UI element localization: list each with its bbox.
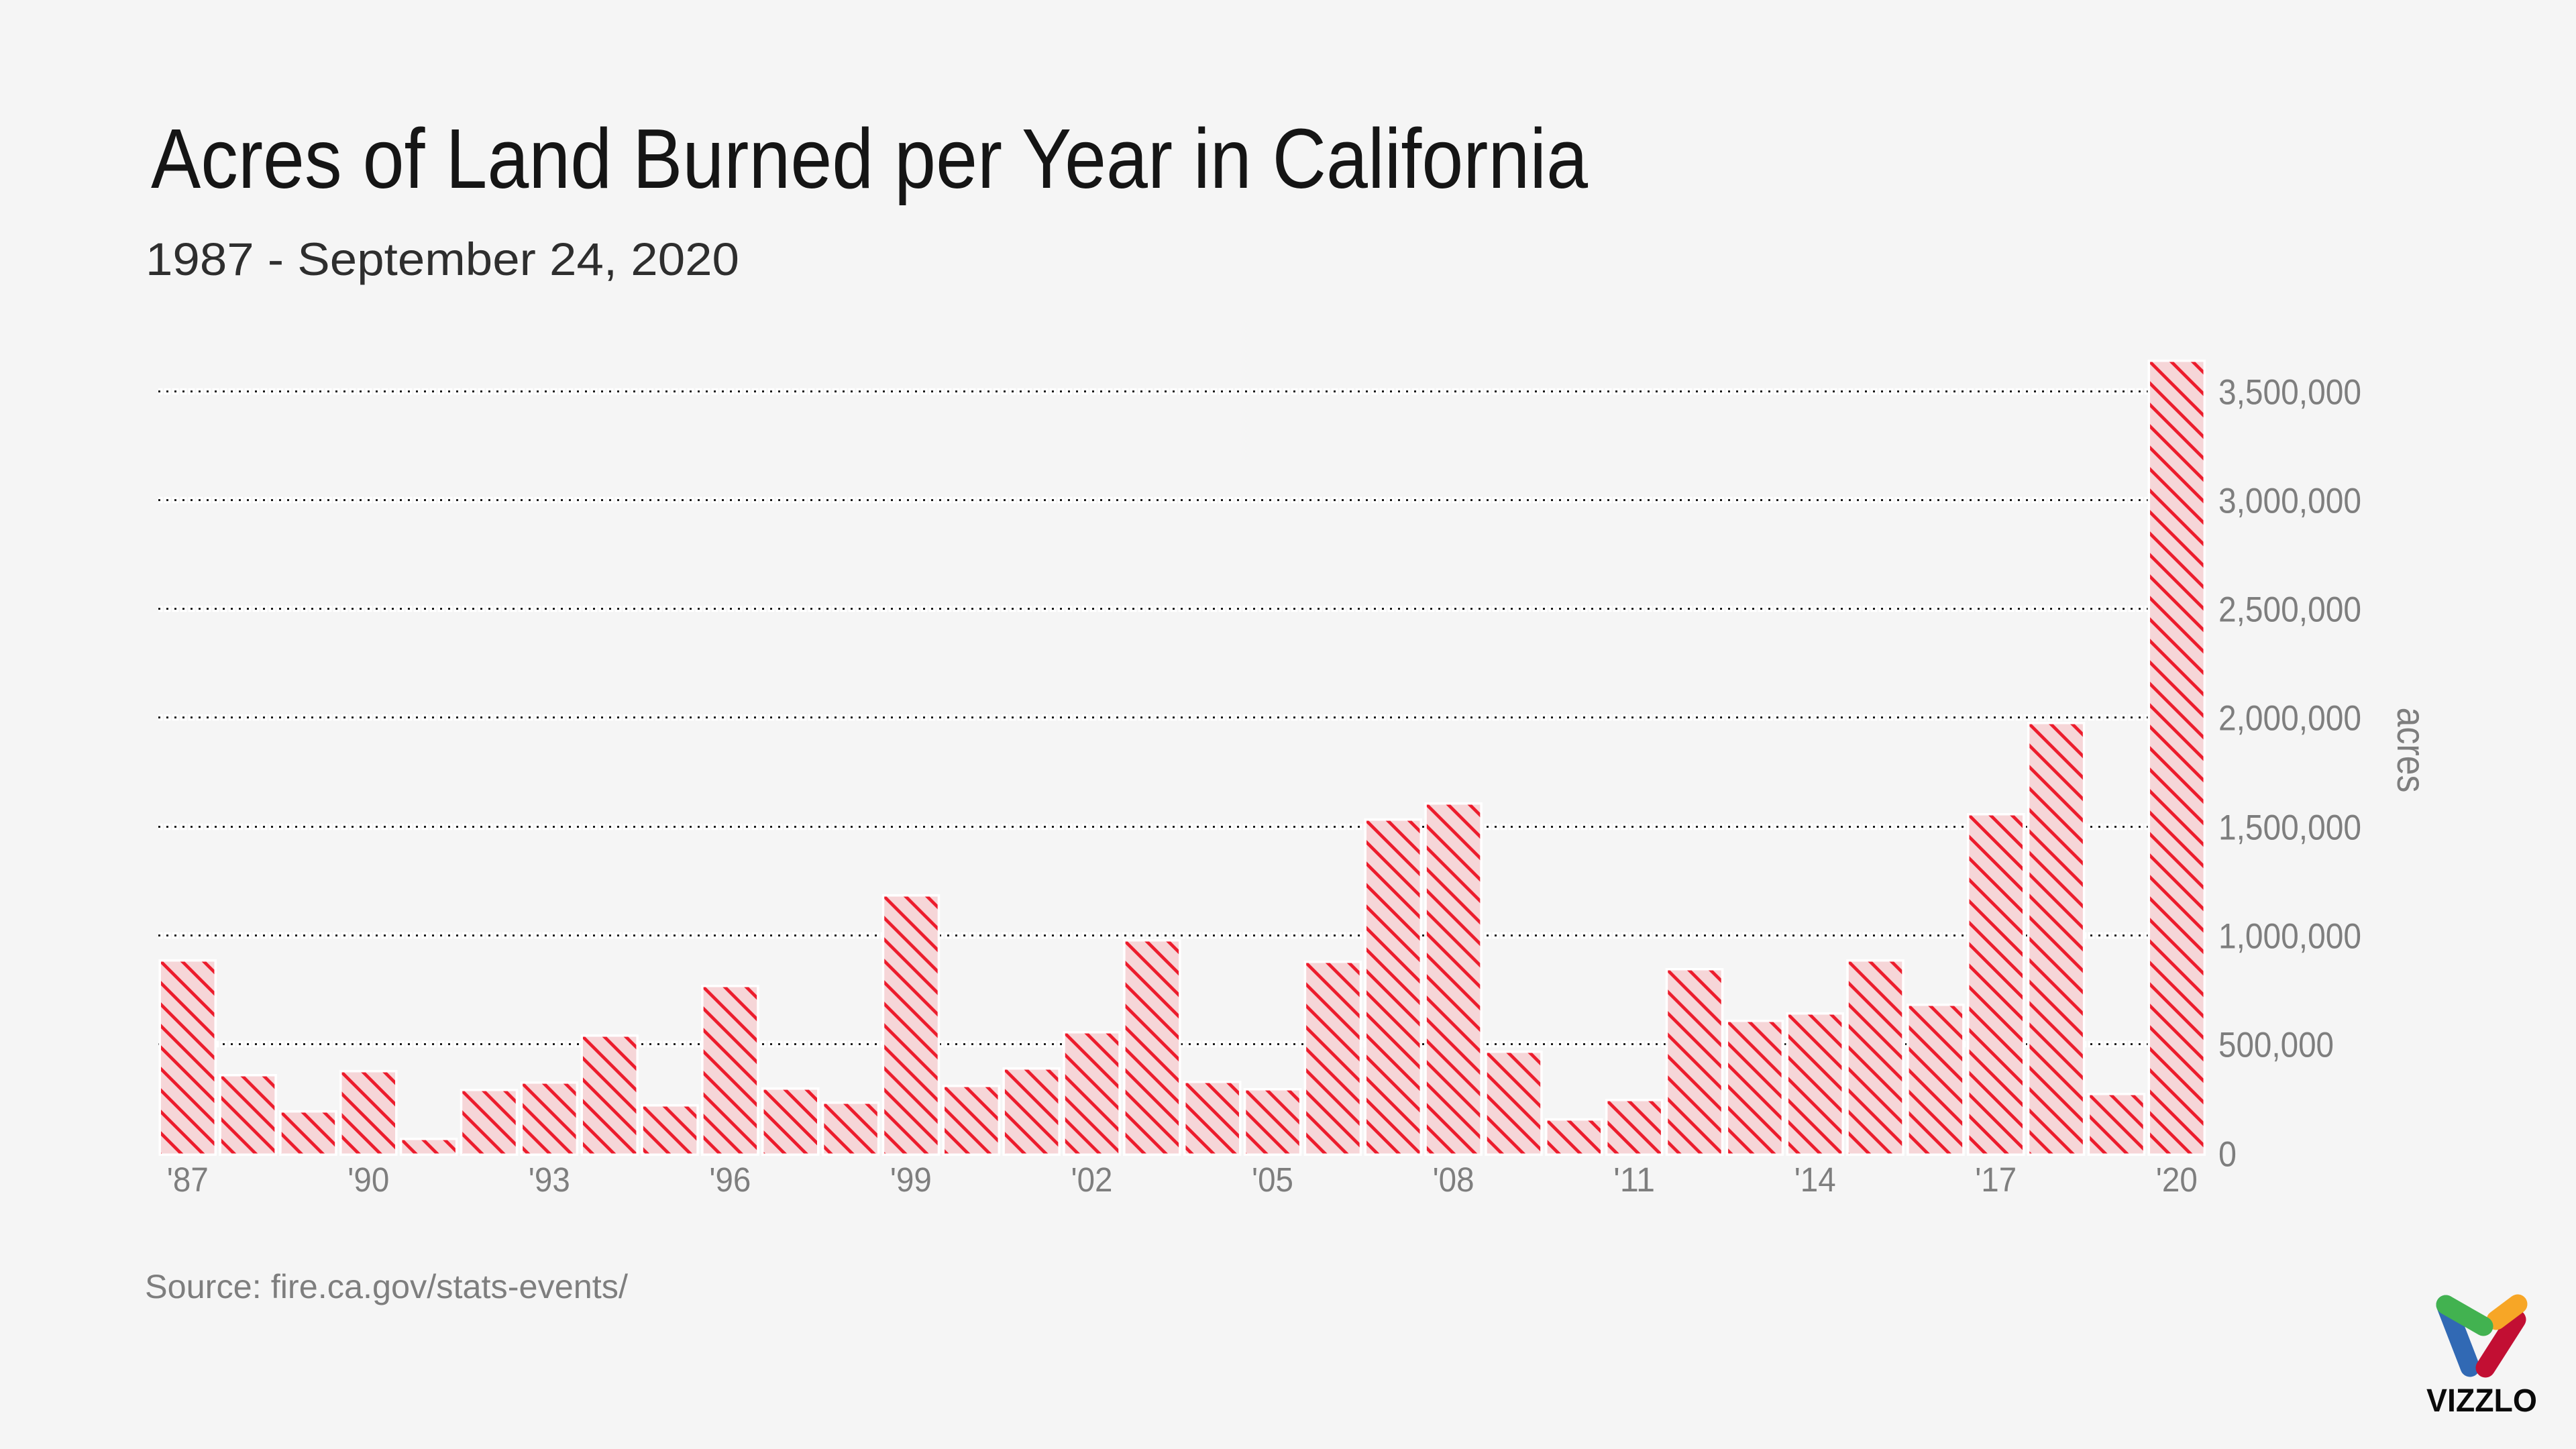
svg-text:Source: fire.ca.gov/stats-even: Source: fire.ca.gov/stats-events/ xyxy=(145,1268,628,1305)
svg-text:'90: '90 xyxy=(347,1161,389,1199)
svg-text:'08: '08 xyxy=(1433,1161,1474,1199)
svg-text:Acres of Land Burned per Year: Acres of Land Burned per Year in Califor… xyxy=(151,111,1589,206)
svg-text:3,000,000: 3,000,000 xyxy=(2218,482,2361,521)
svg-text:'11: '11 xyxy=(1613,1161,1655,1199)
svg-text:'20: '20 xyxy=(2156,1161,2198,1199)
svg-text:1,500,000: 1,500,000 xyxy=(2218,808,2361,848)
svg-text:'93: '93 xyxy=(529,1161,570,1199)
svg-text:'87: '87 xyxy=(167,1161,209,1199)
svg-text:3,500,000: 3,500,000 xyxy=(2218,373,2361,413)
svg-text:0: 0 xyxy=(2218,1135,2237,1175)
svg-text:1987 - September 24, 2020: 1987 - September 24, 2020 xyxy=(146,233,739,285)
svg-text:'17: '17 xyxy=(1975,1161,2017,1199)
svg-text:2,500,000: 2,500,000 xyxy=(2218,590,2361,630)
svg-text:'14: '14 xyxy=(1794,1161,1836,1199)
svg-text:'96: '96 xyxy=(709,1161,751,1199)
svg-text:'02: '02 xyxy=(1071,1161,1113,1199)
svg-text:500,000: 500,000 xyxy=(2218,1026,2334,1065)
svg-text:acres: acres xyxy=(2389,708,2433,793)
svg-text:VIZZLO: VIZZLO xyxy=(2426,1383,2537,1419)
svg-text:'99: '99 xyxy=(890,1161,932,1199)
svg-text:'05: '05 xyxy=(1252,1161,1293,1199)
svg-text:1,000,000: 1,000,000 xyxy=(2218,917,2361,957)
svg-text:2,000,000: 2,000,000 xyxy=(2218,699,2361,739)
